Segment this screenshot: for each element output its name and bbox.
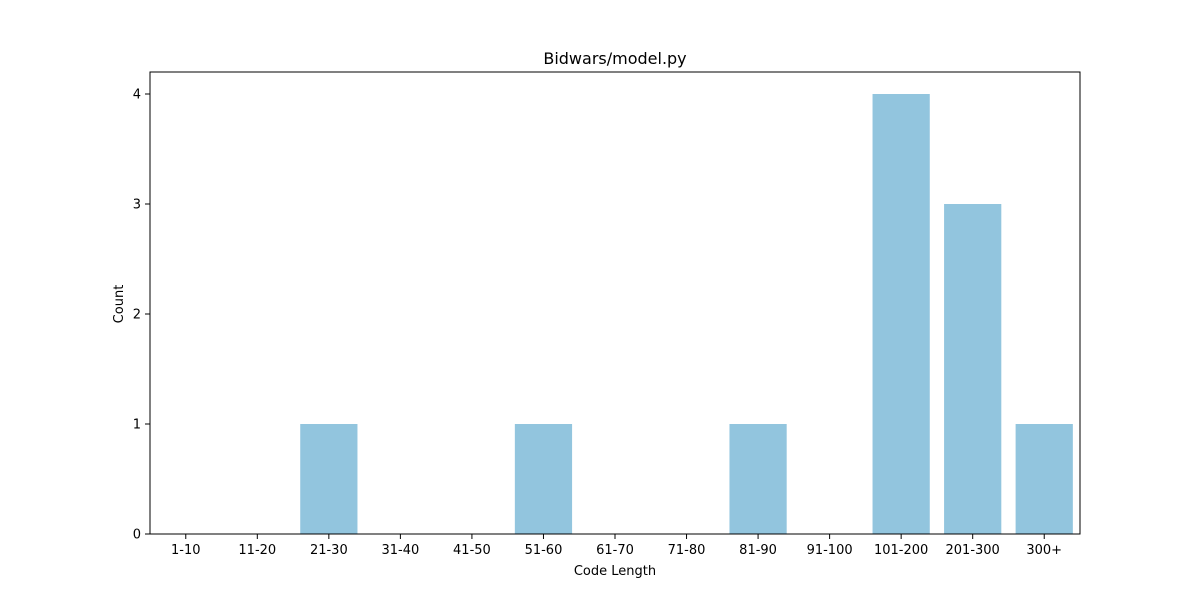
x-tick-label: 11-20 <box>238 543 276 558</box>
x-tick-label: 51-60 <box>525 543 563 558</box>
x-tick-label: 21-30 <box>310 543 348 558</box>
y-tick-label: 2 <box>133 308 141 323</box>
bar-101-200 <box>873 94 930 534</box>
x-tick-label: 91-100 <box>807 543 853 558</box>
chart-title: Bidwars/model.py <box>543 49 686 68</box>
bar-81-90 <box>729 424 786 534</box>
y-axis-label: Count <box>112 285 127 324</box>
x-tick-label: 61-70 <box>596 543 634 558</box>
bar-201-300 <box>944 204 1001 534</box>
bar-300+ <box>1016 424 1073 534</box>
y-tick-label: 1 <box>133 418 141 433</box>
x-tick-label: 101-200 <box>874 543 928 558</box>
x-axis-ticks: 1-10 11-20 21-30 31-40 41-50 51-60 61-70 71-80 8… <box>171 534 1062 558</box>
x-tick-label: 300+ <box>1026 543 1062 558</box>
x-axis-label: Code Length <box>574 564 656 579</box>
y-tick-label: 4 <box>133 88 141 103</box>
y-tick-label: 0 <box>133 528 141 543</box>
y-tick-label: 3 <box>133 198 141 213</box>
x-tick-label: 71-80 <box>668 543 706 558</box>
plot-frame <box>150 72 1080 534</box>
x-tick-label: 1-10 <box>171 543 201 558</box>
y-axis-ticks: 0 1 2 3 4 <box>133 88 150 543</box>
bars <box>300 94 1073 534</box>
x-tick-label: 31-40 <box>381 543 419 558</box>
bar-21-30 <box>300 424 357 534</box>
bar-51-60 <box>515 424 572 534</box>
x-tick-label: 81-90 <box>739 543 777 558</box>
x-tick-label: 41-50 <box>453 543 491 558</box>
x-tick-label: 201-300 <box>946 543 1000 558</box>
